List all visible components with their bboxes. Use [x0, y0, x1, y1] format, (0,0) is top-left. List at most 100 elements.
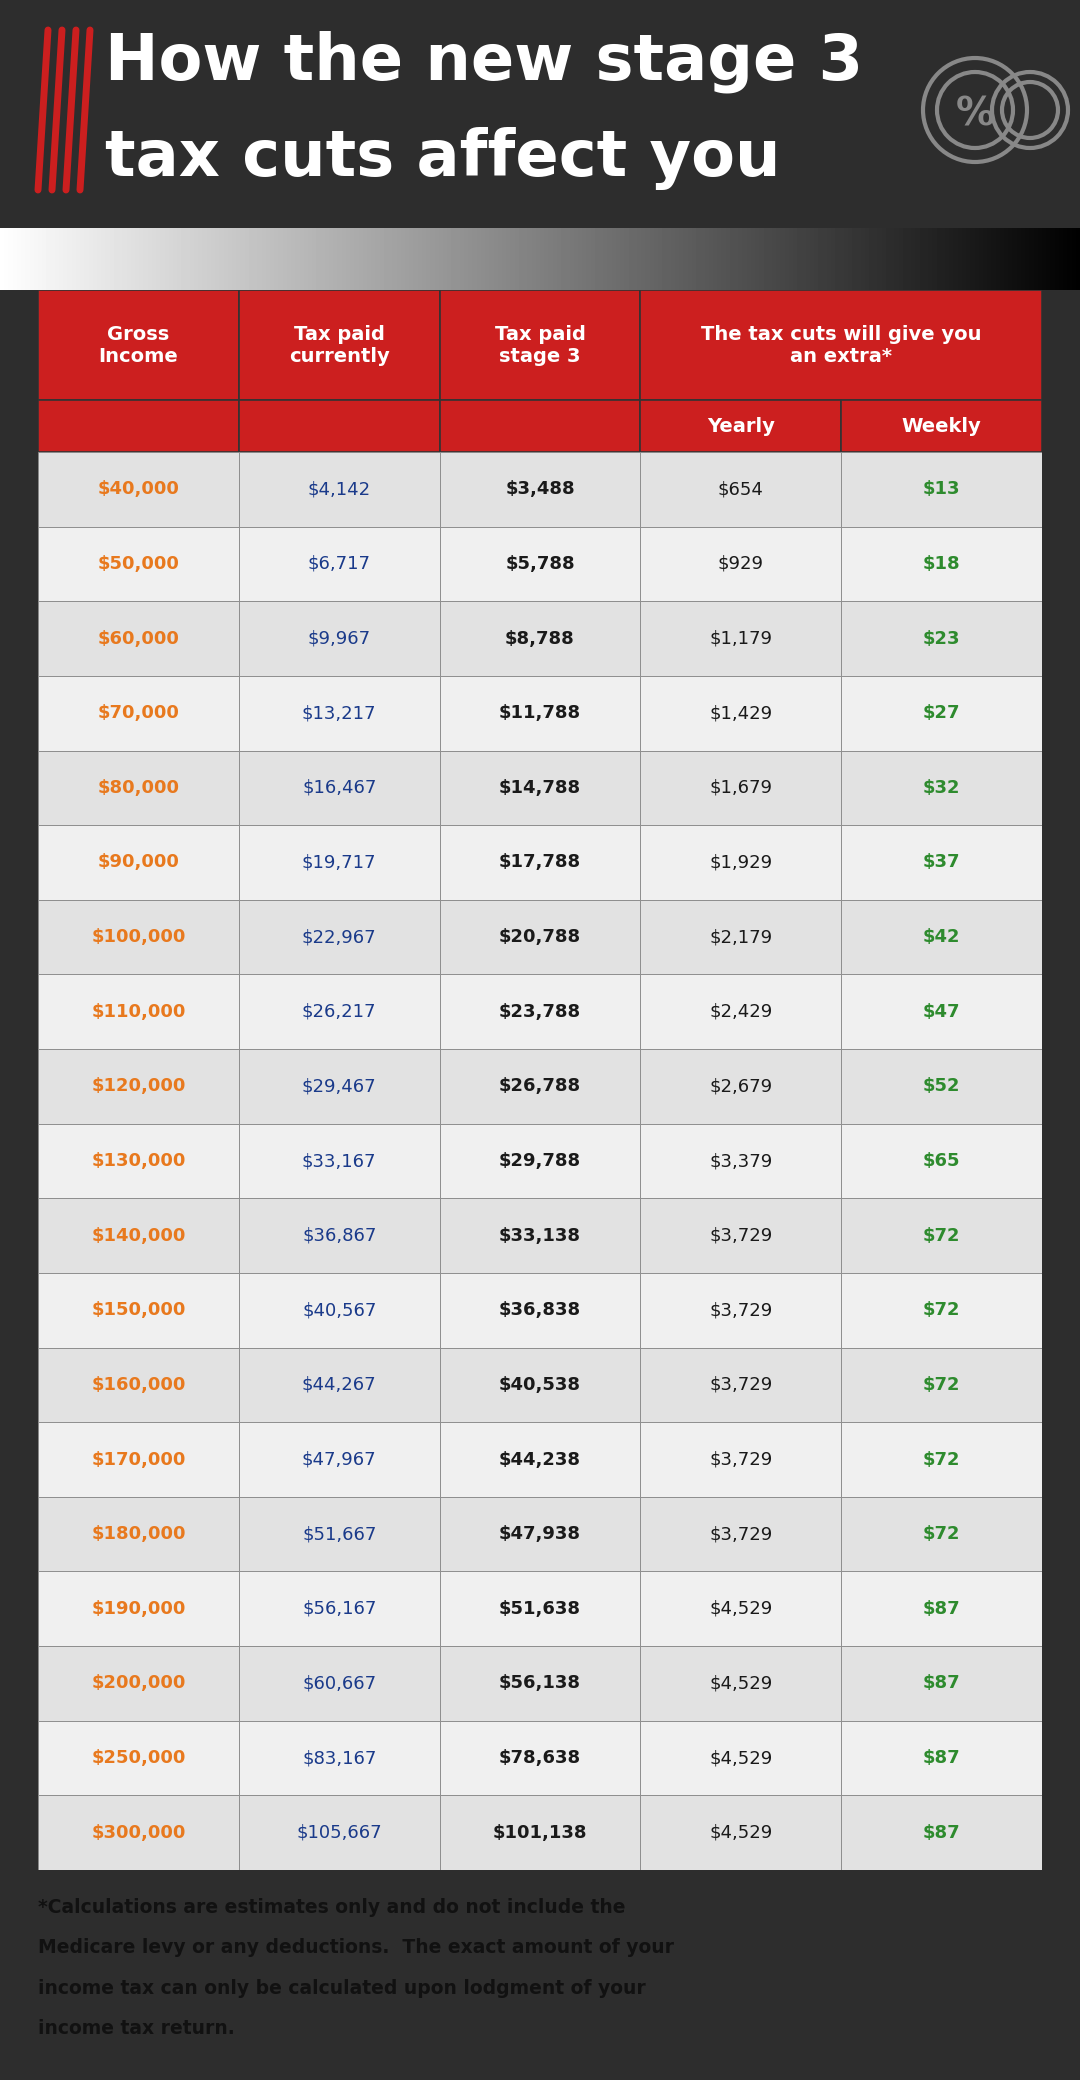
- Text: $14,788: $14,788: [499, 778, 581, 797]
- Bar: [440, 1198, 640, 1273]
- Text: $190,000: $190,000: [91, 1600, 186, 1618]
- Bar: [440, 399, 640, 451]
- Text: $29,467: $29,467: [302, 1077, 377, 1096]
- Bar: [440, 1123, 640, 1198]
- Bar: [440, 1795, 640, 1870]
- Bar: [239, 1348, 440, 1423]
- Bar: [440, 826, 640, 901]
- Bar: [38, 399, 239, 451]
- Bar: [239, 676, 440, 751]
- Text: $87: $87: [922, 1749, 960, 1768]
- Text: $44,238: $44,238: [499, 1450, 581, 1468]
- Text: $42: $42: [922, 928, 960, 946]
- Text: $72: $72: [922, 1227, 960, 1244]
- Text: $36,838: $36,838: [499, 1302, 581, 1319]
- Bar: [440, 676, 640, 751]
- Text: $3,488: $3,488: [505, 480, 575, 499]
- Text: $100,000: $100,000: [91, 928, 186, 946]
- Bar: [38, 973, 239, 1048]
- Bar: [841, 1423, 1042, 1498]
- Bar: [841, 1572, 1042, 1645]
- Bar: [640, 1048, 841, 1123]
- Bar: [440, 526, 640, 601]
- Text: How the new stage 3: How the new stage 3: [105, 31, 863, 94]
- Text: $170,000: $170,000: [91, 1450, 186, 1468]
- Bar: [440, 1348, 640, 1423]
- Text: $40,000: $40,000: [97, 480, 179, 499]
- Bar: [38, 601, 239, 676]
- Text: $1,929: $1,929: [710, 853, 772, 872]
- Text: $51,638: $51,638: [499, 1600, 581, 1618]
- Bar: [841, 1048, 1042, 1123]
- Bar: [239, 1795, 440, 1870]
- Text: $105,667: $105,667: [296, 1824, 382, 1841]
- Bar: [841, 1795, 1042, 1870]
- Text: $19,717: $19,717: [302, 853, 377, 872]
- Bar: [440, 973, 640, 1048]
- Text: $3,729: $3,729: [710, 1450, 772, 1468]
- Text: $18: $18: [922, 555, 960, 572]
- Bar: [38, 1645, 239, 1720]
- Text: $1,429: $1,429: [710, 705, 772, 722]
- Text: Tax paid
stage 3: Tax paid stage 3: [495, 324, 585, 366]
- Bar: [38, 751, 239, 826]
- Bar: [640, 1123, 841, 1198]
- Text: $2,429: $2,429: [710, 1003, 772, 1021]
- Text: Gross
Income: Gross Income: [98, 324, 178, 366]
- Text: $16,467: $16,467: [302, 778, 377, 797]
- Bar: [38, 1048, 239, 1123]
- Bar: [440, 1645, 640, 1720]
- Text: $2,679: $2,679: [710, 1077, 772, 1096]
- Text: $33,167: $33,167: [302, 1152, 377, 1171]
- Text: income tax return.: income tax return.: [38, 2020, 234, 2038]
- Text: Medicare levy or any deductions.  The exact amount of your: Medicare levy or any deductions. The exa…: [38, 1939, 674, 1957]
- Bar: [640, 1348, 841, 1423]
- Bar: [239, 451, 440, 526]
- Bar: [640, 1795, 841, 1870]
- Text: $4,529: $4,529: [710, 1674, 772, 1693]
- Text: $140,000: $140,000: [91, 1227, 186, 1244]
- Text: $1,679: $1,679: [710, 778, 772, 797]
- Text: $47,938: $47,938: [499, 1525, 581, 1543]
- Bar: [239, 1273, 440, 1348]
- Text: $72: $72: [922, 1375, 960, 1394]
- Text: $87: $87: [922, 1824, 960, 1841]
- Text: $23: $23: [922, 630, 960, 647]
- Text: $8,788: $8,788: [505, 630, 575, 647]
- Bar: [841, 751, 1042, 826]
- Bar: [640, 399, 841, 451]
- Text: $4,142: $4,142: [308, 480, 370, 499]
- Text: $44,267: $44,267: [302, 1375, 377, 1394]
- Text: $36,867: $36,867: [302, 1227, 377, 1244]
- Bar: [841, 826, 1042, 901]
- Bar: [440, 751, 640, 826]
- Text: $9,967: $9,967: [308, 630, 370, 647]
- Text: $4,529: $4,529: [710, 1824, 772, 1841]
- Bar: [38, 1273, 239, 1348]
- Text: $37: $37: [922, 853, 960, 872]
- Text: $72: $72: [922, 1525, 960, 1543]
- Text: $130,000: $130,000: [91, 1152, 186, 1171]
- Bar: [841, 1273, 1042, 1348]
- Text: $3,729: $3,729: [710, 1227, 772, 1244]
- Bar: [841, 1348, 1042, 1423]
- Bar: [38, 1123, 239, 1198]
- Text: $160,000: $160,000: [91, 1375, 186, 1394]
- Bar: [38, 289, 239, 399]
- Text: $23,788: $23,788: [499, 1003, 581, 1021]
- Text: $83,167: $83,167: [302, 1749, 377, 1768]
- Text: *Calculations are estimates only and do not include the: *Calculations are estimates only and do …: [38, 1897, 625, 1918]
- Bar: [239, 1198, 440, 1273]
- Bar: [239, 1498, 440, 1572]
- Bar: [841, 1498, 1042, 1572]
- Text: $51,667: $51,667: [302, 1525, 377, 1543]
- Bar: [38, 1720, 239, 1795]
- Bar: [640, 1720, 841, 1795]
- Bar: [640, 1498, 841, 1572]
- Text: $56,138: $56,138: [499, 1674, 581, 1693]
- Text: $3,729: $3,729: [710, 1375, 772, 1394]
- Text: income tax can only be calculated upon lodgment of your: income tax can only be calculated upon l…: [38, 1978, 646, 1997]
- Bar: [38, 826, 239, 901]
- Text: $32: $32: [922, 778, 960, 797]
- Bar: [239, 601, 440, 676]
